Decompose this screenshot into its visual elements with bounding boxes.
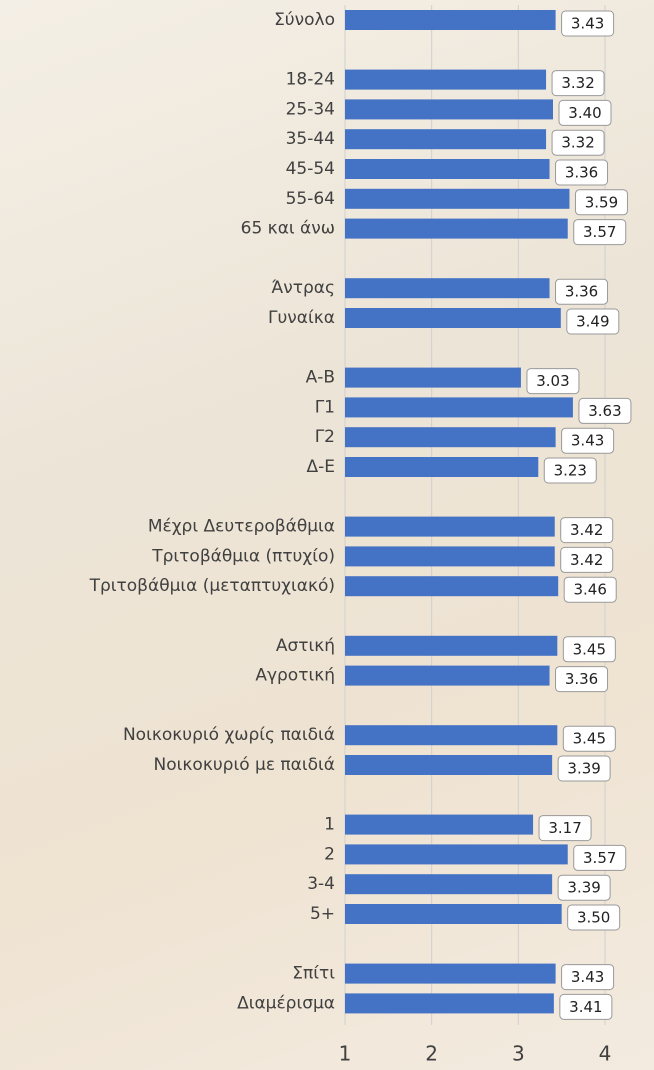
y-tick-label: Γ2	[315, 427, 335, 447]
y-tick-label: Αστική	[276, 636, 335, 656]
y-tick-label: 65 και άνω	[241, 219, 335, 239]
y-tick-label: 35-44	[286, 129, 335, 149]
value-label: 3.17	[548, 819, 581, 837]
y-tick-label: Αγροτική	[255, 666, 335, 686]
value-label: 3.36	[565, 164, 598, 182]
bar	[345, 517, 555, 537]
bar	[345, 874, 552, 894]
x-tick-label: 4	[599, 1042, 612, 1066]
bar	[345, 427, 556, 447]
bar	[345, 70, 546, 90]
y-tick-label: Σπίτι	[292, 964, 335, 984]
value-label: 3.59	[585, 193, 618, 211]
value-label: 3.57	[583, 849, 616, 867]
bar	[345, 159, 550, 179]
value-label: 3.36	[565, 670, 598, 688]
bar	[345, 10, 556, 30]
y-tick-label: 1	[324, 815, 335, 835]
value-label: 3.43	[571, 15, 604, 33]
value-label: 3.39	[567, 760, 600, 778]
y-tick-label: Γ1	[315, 397, 335, 417]
bar	[345, 904, 562, 924]
value-label: 3.49	[576, 313, 609, 331]
y-tick-label: 2	[324, 844, 335, 864]
bar	[345, 368, 521, 388]
chart: 1 2 3 4 Σύνολο 3.43 18-24 3.32 25-34 3.40 35-44 3.3…	[0, 0, 654, 1070]
y-tick-label: Γυναίκα	[268, 308, 335, 328]
y-tick-label: 55-64	[286, 189, 335, 209]
bar	[345, 755, 552, 775]
bar	[345, 844, 568, 864]
value-label: 3.43	[571, 432, 604, 450]
y-tick-label: 45-54	[286, 159, 335, 179]
value-label: 3.45	[573, 640, 606, 658]
value-label: 3.32	[561, 134, 594, 152]
value-label: 3.63	[588, 402, 621, 420]
bar	[345, 99, 553, 119]
value-label: 3.42	[570, 521, 603, 539]
value-label: 3.36	[565, 283, 598, 301]
value-label: 3.41	[569, 998, 602, 1016]
y-tick-label: 18-24	[286, 70, 335, 90]
bar	[345, 576, 558, 596]
bar	[345, 308, 561, 328]
bar	[345, 636, 557, 656]
value-label: 3.43	[571, 968, 604, 986]
bar	[345, 666, 550, 686]
bar	[345, 397, 573, 417]
value-label: 3.03	[536, 372, 569, 390]
value-label: 3.40	[568, 104, 601, 122]
y-tick-label: Α-Β	[306, 368, 335, 388]
bar	[345, 993, 554, 1013]
y-tick-label: Δ-Ε	[306, 457, 335, 477]
x-tick-label: 3	[512, 1042, 525, 1066]
y-tick-label: 3-4	[307, 874, 335, 894]
x-tick-label: 2	[425, 1042, 438, 1066]
value-label: 3.50	[577, 909, 610, 927]
y-tick-label: Νοικοκυριό χωρίς παιδιά	[123, 725, 335, 745]
value-label: 3.42	[570, 551, 603, 569]
value-label: 3.45	[573, 730, 606, 748]
bar	[345, 964, 556, 984]
value-label: 3.23	[554, 462, 587, 480]
value-label: 3.46	[573, 581, 606, 599]
value-label: 3.57	[583, 223, 616, 241]
bar	[345, 546, 555, 566]
bar	[345, 278, 550, 298]
x-tick-label: 1	[339, 1042, 352, 1066]
bar	[345, 129, 546, 149]
y-tick-label: 5+	[310, 904, 335, 924]
bar	[345, 189, 569, 209]
y-tick-label: Τριτοβάθμια (μεταπτυχιακό)	[89, 576, 335, 596]
y-tick-label: Μέχρι Δευτεροβάθμια	[148, 517, 335, 537]
bar	[345, 815, 533, 835]
y-tick-label: Νοικοκυριό με παιδιά	[154, 755, 335, 775]
bar	[345, 457, 538, 477]
y-tick-label: 25-34	[286, 99, 335, 119]
y-tick-label: Σύνολο	[274, 10, 335, 30]
value-label: 3.39	[567, 879, 600, 897]
y-tick-label: Διαμέρισμα	[237, 993, 335, 1013]
y-tick-label: Άντρας	[272, 278, 335, 298]
y-tick-label: Τριτοβάθμια (πτυχίο)	[151, 546, 335, 566]
bar	[345, 219, 568, 239]
value-label: 3.32	[561, 74, 594, 92]
bar	[345, 725, 557, 745]
